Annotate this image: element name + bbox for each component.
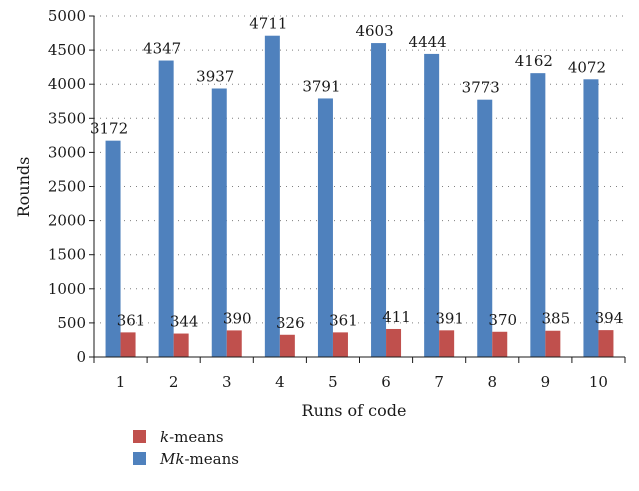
- data-label-k-means: 370: [488, 311, 517, 329]
- y-tick-label: 5000: [48, 7, 86, 25]
- x-tick-label: 5: [328, 373, 338, 391]
- bar-k-means: [545, 330, 561, 357]
- bar-k-means: [226, 330, 242, 357]
- data-label-mk-means: 4444: [409, 33, 447, 51]
- data-label-mk-means: 4603: [355, 22, 393, 40]
- data-label-k-means: 385: [542, 310, 571, 328]
- y-tick-label: 3500: [48, 109, 86, 127]
- data-label-k-means: 411: [382, 308, 411, 326]
- bar-k-means: [120, 332, 136, 357]
- bar-k-means: [439, 330, 455, 357]
- legend: k-means Mk-means: [133, 428, 239, 468]
- x-tick-label: 4: [275, 373, 285, 391]
- data-label-k-means: 394: [595, 309, 624, 327]
- legend-label: Mk-means: [159, 450, 239, 468]
- bar-mk-means: [530, 73, 546, 357]
- y-tick-label: 2000: [48, 212, 86, 230]
- bar-k-means: [386, 328, 402, 357]
- bar-k-means: [279, 334, 295, 357]
- bar-mk-means: [211, 88, 227, 358]
- bar-mk-means: [371, 43, 387, 357]
- x-tick-label: 9: [541, 373, 551, 391]
- data-label-mk-means: 4711: [249, 15, 287, 33]
- y-tick-label: 4000: [48, 75, 86, 93]
- data-label-mk-means: 4072: [568, 58, 606, 76]
- x-tick-label: 2: [169, 373, 179, 391]
- y-axis-title: Rounds: [14, 157, 33, 218]
- y-tick-label: 0: [76, 348, 86, 366]
- y-tick-label: 2500: [48, 178, 86, 196]
- data-label-mk-means: 3172: [90, 120, 128, 138]
- bars: [105, 35, 614, 358]
- bar-mk-means: [477, 99, 493, 357]
- bar-k-means: [173, 333, 189, 357]
- data-label-k-means: 361: [117, 311, 146, 329]
- data-label-mk-means: 3791: [302, 77, 340, 95]
- bar-k-means: [332, 332, 348, 357]
- x-tick-label: 8: [487, 373, 497, 391]
- axes: 0 500 1000 1500 2000 2500 3000 3500 4000 4500 5000…: [48, 7, 626, 391]
- data-labels: 3172 4347 3937 4711 3791 4603 4444 3773 4162 4072…: [90, 15, 623, 332]
- x-tick-label: 3: [222, 373, 232, 391]
- bar-mk-means: [424, 53, 440, 358]
- y-tick-label: 4500: [48, 41, 86, 59]
- x-tick-label: 10: [589, 373, 608, 391]
- data-label-mk-means: 3773: [462, 79, 500, 97]
- bar-k-means: [598, 330, 614, 357]
- data-label-mk-means: 4162: [515, 52, 553, 70]
- data-label-k-means: 391: [435, 309, 464, 327]
- bar-mk-means: [264, 35, 280, 357]
- y-tick-label: 3000: [48, 143, 86, 161]
- y-tick-label: 1500: [48, 246, 86, 264]
- x-tick-label: 1: [116, 373, 126, 391]
- data-label-k-means: 344: [170, 313, 199, 331]
- legend-label: k-means: [160, 428, 224, 446]
- x-axis-title: Runs of code: [302, 401, 407, 420]
- bar-mk-means: [583, 79, 599, 357]
- data-label-mk-means: 3937: [196, 67, 234, 85]
- data-label-mk-means: 4347: [143, 40, 181, 58]
- bar-mk-means: [158, 60, 174, 357]
- y-tick-label: 500: [57, 314, 86, 332]
- legend-swatch: [133, 452, 146, 465]
- x-tick-label: 7: [434, 373, 444, 391]
- y-tick-label: 1000: [48, 280, 86, 298]
- legend-swatch: [133, 430, 146, 443]
- bar-mk-means: [317, 98, 333, 357]
- data-label-k-means: 326: [276, 314, 305, 332]
- data-label-k-means: 361: [329, 311, 358, 329]
- x-tick-label: 6: [381, 373, 391, 391]
- bar-k-means: [492, 331, 508, 357]
- data-label-k-means: 390: [223, 309, 252, 327]
- bar-mk-means: [105, 140, 121, 357]
